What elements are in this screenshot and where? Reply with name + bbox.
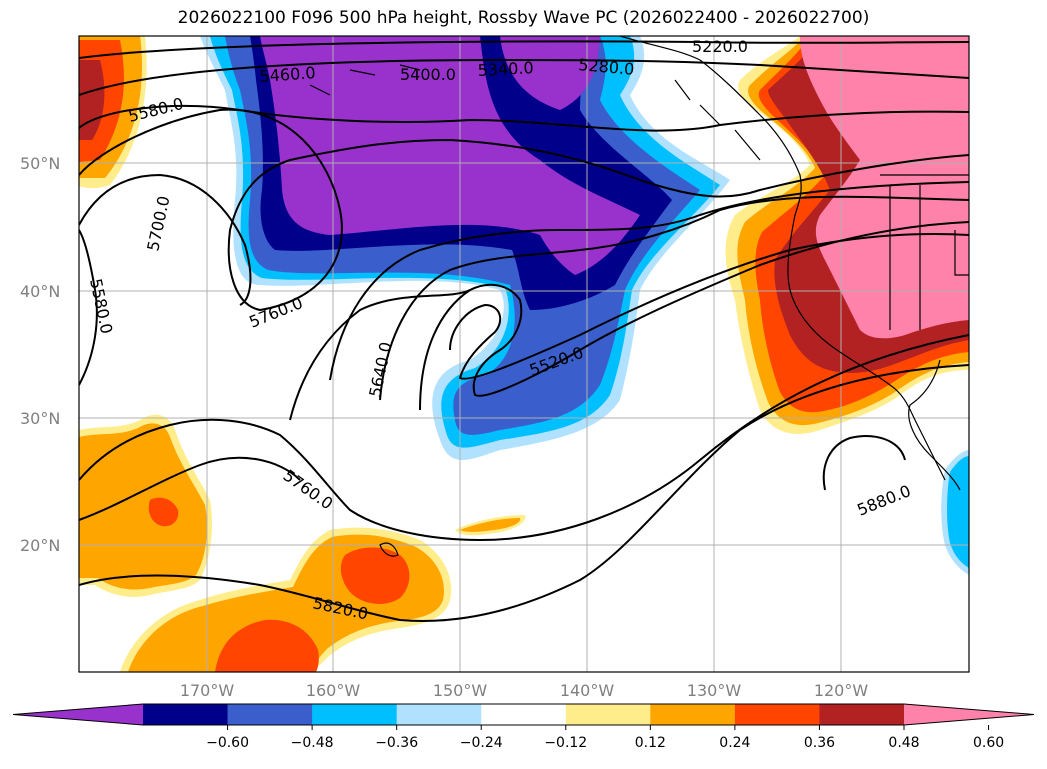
colorbar-segment [565,704,651,725]
lon-tick: 160°W [306,681,361,700]
colorbar-tick-label: −0.36 [375,735,418,751]
positive-anomaly-nw [79,36,147,189]
colorbar-tick-label: 0.24 [719,735,750,751]
colorbar-segment [396,704,482,725]
colorbar-segment [819,704,905,725]
contour-label: 5340.0 [477,58,534,80]
contour-label: 5460.0 [259,63,316,86]
lat-tick: 20°N [20,536,60,555]
lon-tick: 140°W [560,681,615,700]
lon-tick: 170°W [180,681,235,700]
colorbar-segment [650,704,736,725]
colorbar-tick-label: 0.36 [804,735,835,751]
colorbar-segment [734,704,820,725]
lat-tick: 30°N [20,409,60,428]
lon-tick: 120°W [814,681,869,700]
lat-tick: 50°N [20,154,60,173]
map-frame [78,35,970,673]
colorbar-segment [143,704,229,725]
negative-anomaly-trough [200,36,730,460]
height-contours [79,40,969,622]
contour-label: 5400.0 [400,65,456,84]
gridlines [79,36,969,672]
lat-tick: 40°N [20,282,60,301]
map-area: 5220.0 5280.0 5340.0 5400.0 5460.0 5580.… [79,36,969,672]
contour-label: 5220.0 [692,37,748,56]
negative-anomaly-southeast [941,450,969,575]
lon-tick: 150°W [433,681,488,700]
colorbar-tick-label: −0.24 [460,735,503,751]
colorbar-tick-label: −0.48 [291,735,334,751]
colorbar-outline [12,703,1035,726]
positive-anomaly-west-coast [725,36,969,434]
page-title: 2026022100 F096 500 hPa height, Rossby W… [177,8,870,28]
lon-ticks: 170°W 160°W 150°W 140°W 130°W 120°W [180,681,869,700]
colorbar-tick-label: 0.48 [888,735,919,751]
lon-tick: 130°W [687,681,742,700]
colorbar-extend-low [13,704,143,725]
colorbar-segment [312,704,398,725]
colorbar-extend-high [904,704,1034,725]
colorbar-tick-label: 0.12 [635,735,666,751]
colorbar-segment [481,704,567,725]
lat-ticks: 50°N 40°N 30°N 20°N [20,154,60,555]
contour-label: 5280.0 [578,55,635,79]
coastlines [309,36,969,557]
colorbar: −0.60 −0.48 −0.36 −0.24 −0.12 0.12 0.24 0.36 0.4… [12,703,1035,751]
colorbar-tick-label: 0.60 [973,735,1004,751]
colorbar-tick-label: −0.60 [206,735,249,751]
colorbar-segment [227,704,313,725]
colorbar-tick-label: −0.12 [544,735,587,751]
